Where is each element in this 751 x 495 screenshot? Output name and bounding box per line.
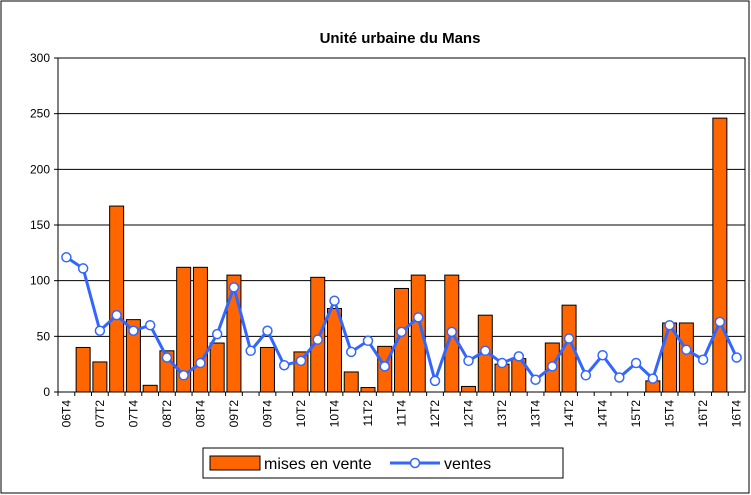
x-tick-label: 14T4 [596, 400, 610, 428]
line-point [345, 346, 357, 358]
x-tick-label: 10T4 [327, 400, 341, 428]
line-point [681, 344, 692, 355]
line-point [94, 325, 106, 337]
legend-swatch [209, 455, 261, 471]
bar [176, 266, 192, 393]
line-point [630, 357, 642, 369]
line-point [329, 295, 340, 306]
x-tick-label: 11T4 [395, 400, 409, 427]
bar [109, 205, 125, 393]
bar [75, 346, 91, 393]
line-point [697, 354, 709, 365]
bar [360, 387, 376, 393]
x-tick-label: 15T2 [629, 400, 643, 428]
line-point [731, 352, 742, 363]
bar [343, 371, 359, 393]
line-point [496, 357, 508, 369]
y-tick-label: 250 [30, 107, 50, 121]
line-point [513, 351, 525, 362]
x-tick-label: 09T2 [227, 400, 241, 428]
line-point [714, 316, 726, 328]
x-tick-label: 16T2 [696, 400, 710, 428]
legend-label: mises en vente [264, 456, 372, 473]
line-point [61, 252, 72, 263]
line-point [362, 335, 374, 347]
line-point [379, 361, 390, 372]
line-point [144, 319, 156, 331]
x-tick-label: 07T2 [93, 400, 107, 428]
line-point [563, 333, 575, 344]
bar [92, 361, 108, 393]
bar [209, 342, 225, 393]
chart-title: Unité urbaine du Mans [320, 30, 481, 47]
line-point [245, 345, 256, 357]
bar [678, 322, 694, 393]
bar [712, 117, 728, 393]
bar [394, 287, 409, 393]
bar [192, 266, 208, 393]
bar [326, 308, 342, 393]
x-tick-label: 09T4 [260, 400, 274, 428]
line-point [295, 355, 307, 367]
line-point [228, 282, 240, 293]
x-tick-label: 08T4 [193, 400, 207, 428]
bar [125, 319, 141, 393]
line-point [480, 345, 491, 357]
bar [461, 385, 477, 393]
x-tick-label: 06T4 [59, 400, 73, 428]
line-point [111, 309, 122, 321]
legend-label: ventes [444, 456, 491, 473]
line-point [413, 312, 424, 323]
line-point [178, 370, 189, 381]
x-tick-label: 13T2 [495, 400, 509, 428]
y-tick-label: 100 [30, 274, 50, 288]
line-point [664, 319, 675, 331]
x-tick-label: 08T2 [160, 400, 174, 428]
line-point [128, 325, 139, 337]
bar [494, 363, 510, 393]
line-point [262, 325, 273, 337]
line-point [312, 334, 323, 345]
y-tick-label: 50 [37, 329, 51, 343]
y-tick-label: 0 [43, 385, 50, 399]
line-point [446, 326, 458, 338]
line-point [547, 361, 558, 372]
bar [142, 384, 158, 393]
y-tick-label: 200 [30, 162, 50, 176]
line-point [429, 375, 441, 387]
line-point [195, 357, 206, 369]
line-point [161, 352, 173, 363]
line-point [647, 373, 659, 384]
line-point [278, 360, 290, 371]
x-tick-label: 12T4 [462, 400, 476, 428]
y-tick-label: 150 [30, 218, 50, 232]
bar [410, 274, 426, 393]
line-point [463, 355, 474, 367]
y-tick-label: 300 [30, 51, 50, 65]
line-point [211, 328, 223, 340]
legend [202, 447, 564, 479]
line-point [580, 370, 592, 381]
line-point [597, 350, 608, 361]
x-tick-label: 12T2 [428, 400, 442, 428]
x-tick-label: 13T4 [529, 400, 543, 428]
x-tick-label: 16T4 [730, 400, 744, 428]
line-point [614, 372, 625, 383]
line-point [530, 374, 541, 386]
line-point [396, 326, 407, 338]
line-point [77, 263, 89, 274]
x-tick-label: 07T4 [126, 400, 140, 428]
x-tick-label: 10T2 [294, 400, 308, 428]
x-tick-label: 15T4 [663, 400, 677, 428]
legend-swatch [409, 457, 421, 469]
bar [259, 346, 275, 393]
x-tick-label: 11T2 [361, 400, 375, 427]
x-tick-label: 14T2 [562, 400, 576, 428]
